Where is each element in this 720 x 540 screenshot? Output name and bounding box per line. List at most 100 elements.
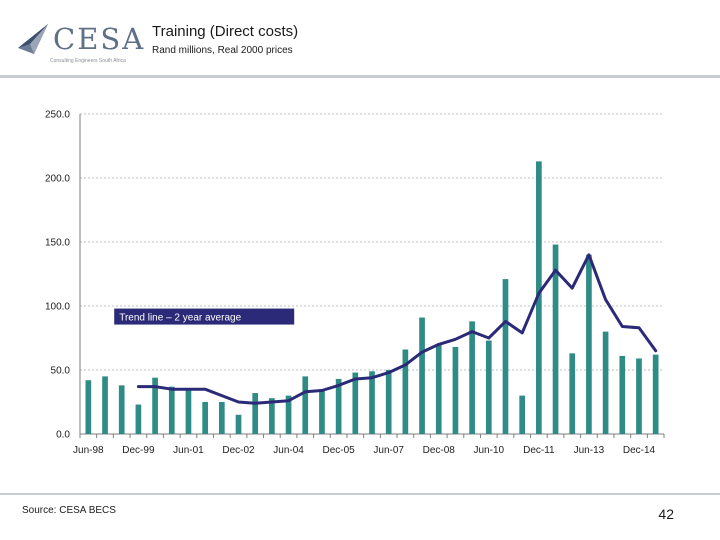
trend-point [337,384,340,387]
trend-point [304,390,307,393]
bar [652,354,659,434]
bar [319,389,325,434]
bar [135,404,142,434]
y-tick-label: 0.0 [56,430,70,441]
x-tick-label: Jun-04 [273,445,304,456]
chart-title: Training (Direct costs) [152,23,299,40]
x-tick-label: Dec-02 [222,445,255,456]
bar [252,393,259,434]
trend-point [487,336,490,340]
trend-point [137,385,140,388]
slide-header: CESA Consulting Engineers South Africa T… [0,0,720,78]
bar [269,398,275,434]
bar [502,279,509,434]
trend-point [153,385,157,388]
trend-point [437,343,440,346]
bar [285,395,292,434]
trend-point [354,377,357,381]
bar [102,376,108,434]
bar [152,377,158,434]
y-tick-label: 100.0 [45,302,70,313]
y-tick-label: 200.0 [45,174,70,185]
x-tick-label: Jun-10 [474,445,505,456]
bar [202,402,208,434]
x-tick-label: Dec-05 [323,445,356,456]
page-number: 42 [658,506,674,522]
bar [235,414,242,434]
trend-point [571,286,574,290]
bar [385,370,392,434]
x-tick-label: Jun-01 [173,445,204,456]
trend-point [520,331,524,335]
x-tick-label: Jun-13 [574,445,605,456]
bar [519,395,526,434]
trend-point [587,253,591,256]
bar [335,378,342,434]
trend-point [537,292,541,295]
bar [118,385,125,434]
y-tick-label: 250.0 [45,110,70,121]
bar [469,321,475,434]
cesa-logo: CESA Consulting Engineers South Africa [16,18,143,68]
bar [636,358,642,434]
trend-point [320,389,324,392]
bar [552,244,559,434]
bar [435,344,442,434]
trend-legend-box [114,308,295,325]
bar [569,353,576,434]
x-tick-label: Jun-98 [73,445,104,456]
header-divider [0,75,720,78]
trend-point [454,338,457,341]
trend-point [420,350,424,354]
x-tick-label: Dec-14 [623,445,656,456]
trend-legend-label: Trend line – 2 year average [119,313,241,324]
y-tick-label: 50.0 [51,366,71,377]
compass-arrow-logo-icon [18,24,48,54]
bar [536,161,542,435]
trend-point [203,388,207,391]
trend-point [504,320,507,323]
footer-divider [0,493,720,495]
trend-point [170,388,173,391]
source-note: Source: CESA BECS [22,505,116,516]
x-tick-label: Dec-11 [523,445,555,456]
trend-point [470,330,474,333]
trend-point [621,325,624,328]
bar [619,355,626,434]
x-tick-label: Dec-99 [122,445,155,456]
bar [369,371,375,434]
trend-point [254,402,257,405]
bar [586,254,592,434]
bar [352,372,359,434]
trend-point [187,388,190,391]
bar [402,349,409,434]
trend-point [370,376,374,379]
bar [218,402,225,434]
trend-point [554,268,557,272]
trend-point [637,326,641,329]
bar [168,386,175,434]
trend-point [604,298,607,301]
trend-point [387,371,390,374]
x-tick-label: Dec-08 [423,445,456,456]
bar [485,340,492,434]
bar [602,331,609,434]
trend-point [654,349,657,352]
trend-point [287,399,290,402]
bar [185,389,192,434]
trend-point [404,363,407,367]
logo-wordmark: CESA [53,22,146,56]
y-tick-label: 150.0 [45,238,70,249]
trend-point [270,400,274,404]
logo-tagline: Consulting Engineers South Africa [50,58,126,64]
bar [419,317,425,434]
chart-subtitle: Rand millions, Real 2000 prices [152,45,293,56]
bar [302,376,309,434]
trend-point [237,400,240,404]
trend-point [220,394,224,397]
bar [452,346,459,434]
bar [85,380,92,434]
x-tick-label: Jun-07 [373,445,404,456]
trend-line [136,253,658,405]
